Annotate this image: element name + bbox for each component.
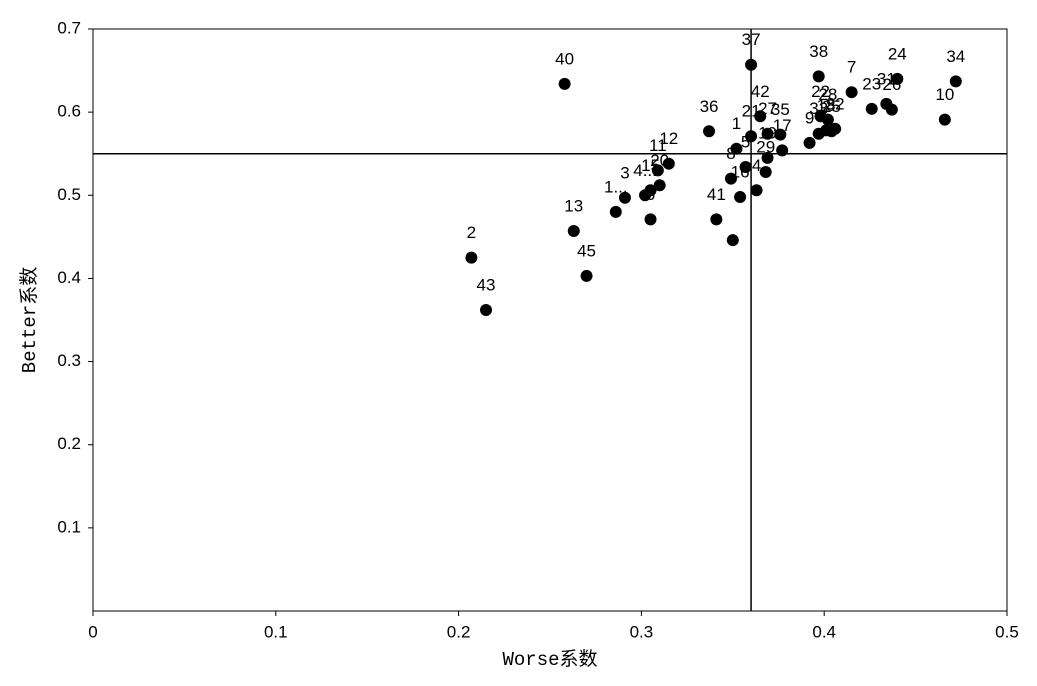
point-label: 11 xyxy=(649,136,667,155)
point xyxy=(754,110,767,123)
y-tick-label: 0.1 xyxy=(57,517,81,536)
point-label: 4 xyxy=(752,156,761,175)
point xyxy=(662,157,675,170)
point xyxy=(724,172,737,185)
point-label: 24 xyxy=(888,44,907,63)
point xyxy=(865,102,878,115)
plot-frame xyxy=(92,28,1008,612)
point-label: 26 xyxy=(882,75,901,94)
x-axis-title: Worse系数 xyxy=(502,648,597,671)
y-tick-label: 0.7 xyxy=(57,18,81,37)
point-label: 38 xyxy=(809,42,828,61)
point xyxy=(703,125,716,138)
point-label: 3 xyxy=(620,163,629,182)
point-label: 5 xyxy=(741,133,750,152)
point-label: 34 xyxy=(946,47,965,66)
point-label: 37 xyxy=(742,30,761,49)
point xyxy=(745,58,758,71)
point xyxy=(710,213,723,226)
point xyxy=(750,184,763,197)
point-label: 35 xyxy=(771,100,790,119)
point xyxy=(745,130,758,143)
point xyxy=(759,166,772,179)
point-label: 27 xyxy=(758,99,777,118)
point xyxy=(803,136,816,149)
point xyxy=(580,269,593,282)
point-label: 40 xyxy=(555,49,574,68)
point-label: 2 xyxy=(467,223,476,242)
point xyxy=(776,144,789,157)
point xyxy=(639,189,652,202)
y-tick-label: 0.2 xyxy=(57,434,81,453)
x-tick-label: 0.4 xyxy=(812,622,836,641)
y-tick-label: 0.3 xyxy=(57,351,81,370)
point-label: 36 xyxy=(700,97,719,116)
point-label: 18 xyxy=(817,96,836,115)
point-label: 25 xyxy=(822,97,841,116)
point xyxy=(880,97,893,110)
point-label: 13 xyxy=(564,197,583,216)
point xyxy=(938,113,951,126)
point xyxy=(644,213,657,226)
point-label: 8 xyxy=(726,144,735,163)
point-label: 1 xyxy=(732,114,741,133)
point xyxy=(609,205,622,218)
point-label: 4... xyxy=(633,161,657,180)
point xyxy=(821,113,834,126)
point-label: 32 xyxy=(826,94,845,113)
point-label: 10 xyxy=(935,85,954,104)
x-tick-label: 0.1 xyxy=(264,622,288,641)
point xyxy=(653,179,666,192)
point-label: 29 xyxy=(756,137,775,156)
point-label: 12 xyxy=(659,129,678,148)
point xyxy=(651,164,664,177)
point xyxy=(761,127,774,140)
point-label: 31 xyxy=(877,69,896,88)
y-tick-label: 0.5 xyxy=(57,185,81,204)
point xyxy=(734,190,747,203)
point xyxy=(829,122,842,135)
point xyxy=(465,251,478,264)
point-label: 42 xyxy=(751,82,770,101)
y-tick-label: 0.4 xyxy=(57,268,81,287)
point xyxy=(761,151,774,164)
point-label: 23 xyxy=(862,74,881,93)
point-label: 22 xyxy=(811,82,830,101)
point xyxy=(949,75,962,88)
point xyxy=(726,234,739,247)
y-tick-label: 0.6 xyxy=(57,102,81,121)
point xyxy=(845,86,858,99)
point xyxy=(618,191,631,204)
point-label: 1... xyxy=(604,177,628,196)
point-label: 43 xyxy=(477,276,496,295)
point xyxy=(820,124,833,137)
point xyxy=(739,161,752,174)
y-axis-title: Better系数 xyxy=(18,267,41,373)
point xyxy=(891,72,904,85)
point xyxy=(480,304,493,317)
point xyxy=(558,77,571,90)
point-label: 7 xyxy=(847,58,856,77)
point-label: 45 xyxy=(577,241,596,260)
point-label: 28 xyxy=(818,85,837,104)
point xyxy=(812,70,825,83)
x-tick-label: 0.3 xyxy=(630,622,654,641)
point xyxy=(730,142,743,155)
point xyxy=(567,225,580,238)
x-tick-label: 0.2 xyxy=(447,622,471,641)
x-tick-label: 0.5 xyxy=(995,622,1019,641)
point-label: 41 xyxy=(707,185,726,204)
point-label: 9 xyxy=(805,108,814,127)
point xyxy=(774,128,787,141)
x-tick-label: 0 xyxy=(88,622,97,641)
